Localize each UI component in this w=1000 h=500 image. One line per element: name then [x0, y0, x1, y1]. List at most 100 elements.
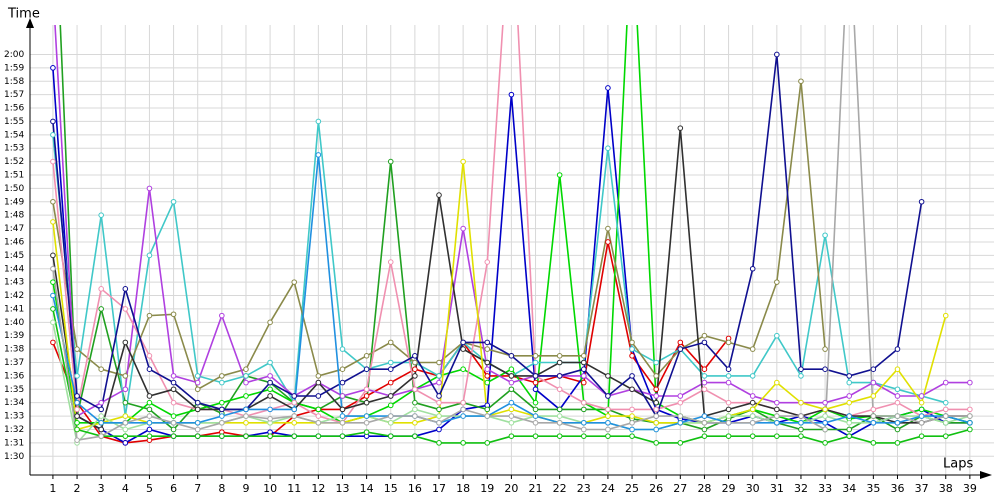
y-tick-label: 1:31 — [4, 438, 24, 448]
x-tick-label: 18 — [456, 482, 470, 495]
point — [194, 399, 201, 406]
point — [653, 359, 659, 366]
y-tick-label: 1:59 — [4, 63, 24, 73]
point — [436, 399, 442, 406]
point — [315, 433, 322, 439]
point — [677, 440, 684, 446]
point — [894, 399, 901, 406]
point — [894, 426, 901, 433]
point — [74, 393, 80, 399]
x-tick-label: 35 — [866, 482, 880, 495]
y-tick-label: 1:49 — [4, 197, 24, 207]
point — [846, 419, 853, 426]
point — [580, 379, 587, 386]
point — [50, 292, 56, 299]
x-tick-label: 21 — [529, 482, 543, 495]
point — [870, 440, 877, 446]
point — [484, 339, 491, 346]
point — [50, 158, 56, 165]
point — [291, 406, 298, 413]
point — [774, 399, 780, 406]
point — [822, 399, 828, 406]
point — [219, 379, 225, 386]
point — [749, 373, 756, 379]
point — [749, 265, 756, 272]
y-tick-label: 1:52 — [4, 157, 24, 167]
point — [532, 406, 539, 413]
y-tick-label: 1:56 — [4, 104, 24, 114]
point — [629, 339, 635, 346]
point — [749, 413, 756, 419]
point — [701, 339, 708, 346]
x-tick-label: 11 — [287, 482, 301, 495]
point — [967, 426, 973, 433]
point — [436, 426, 442, 433]
point — [436, 373, 442, 379]
plot-area — [50, 25, 973, 446]
x-tick-label: 20 — [504, 482, 518, 495]
point — [918, 419, 925, 426]
x-tick-label: 23 — [577, 482, 591, 495]
point — [580, 426, 587, 433]
point — [267, 406, 273, 413]
point — [412, 373, 418, 379]
x-tick-label: 16 — [408, 482, 422, 495]
point — [701, 373, 708, 379]
point — [605, 433, 611, 439]
point — [580, 366, 587, 372]
point — [460, 440, 466, 446]
x-tick-label: 4 — [122, 482, 129, 495]
point — [629, 353, 635, 359]
point — [701, 386, 708, 393]
y-tick-label: 1:44 — [4, 264, 24, 274]
point — [170, 386, 177, 393]
point — [170, 198, 177, 205]
point — [122, 419, 129, 426]
point — [219, 399, 225, 406]
point — [532, 413, 539, 419]
point — [532, 433, 539, 439]
point — [822, 440, 828, 446]
point — [870, 379, 877, 386]
x-tick-label: 9 — [242, 482, 249, 495]
point — [918, 433, 925, 439]
point — [98, 366, 104, 372]
point — [339, 406, 346, 413]
point — [580, 359, 587, 366]
point — [170, 373, 177, 379]
point — [749, 346, 756, 352]
point — [580, 399, 587, 406]
y-tick-label: 1:34 — [4, 398, 24, 408]
point — [894, 413, 901, 419]
point — [532, 419, 539, 426]
y-tick-label: 1:41 — [4, 304, 24, 314]
point — [243, 379, 249, 386]
point — [387, 419, 394, 426]
point — [653, 440, 659, 446]
point — [749, 419, 756, 426]
point — [484, 440, 491, 446]
point — [170, 379, 177, 386]
point — [363, 393, 370, 399]
point — [50, 279, 56, 285]
point — [556, 419, 563, 426]
point — [605, 406, 611, 413]
point — [556, 433, 563, 439]
point — [677, 393, 684, 399]
point — [629, 406, 635, 413]
y-tick-label: 2:00 — [4, 50, 24, 60]
point — [532, 359, 539, 366]
point — [653, 413, 659, 419]
point — [508, 353, 515, 359]
point — [532, 386, 539, 393]
y-tick-label: 1:55 — [4, 117, 24, 127]
point — [339, 379, 346, 386]
point — [146, 366, 153, 372]
point — [146, 252, 153, 259]
y-tick-label: 1:42 — [4, 291, 24, 301]
point — [436, 359, 442, 366]
point — [194, 379, 201, 386]
point — [942, 312, 949, 319]
point — [219, 406, 225, 413]
point — [98, 426, 104, 433]
